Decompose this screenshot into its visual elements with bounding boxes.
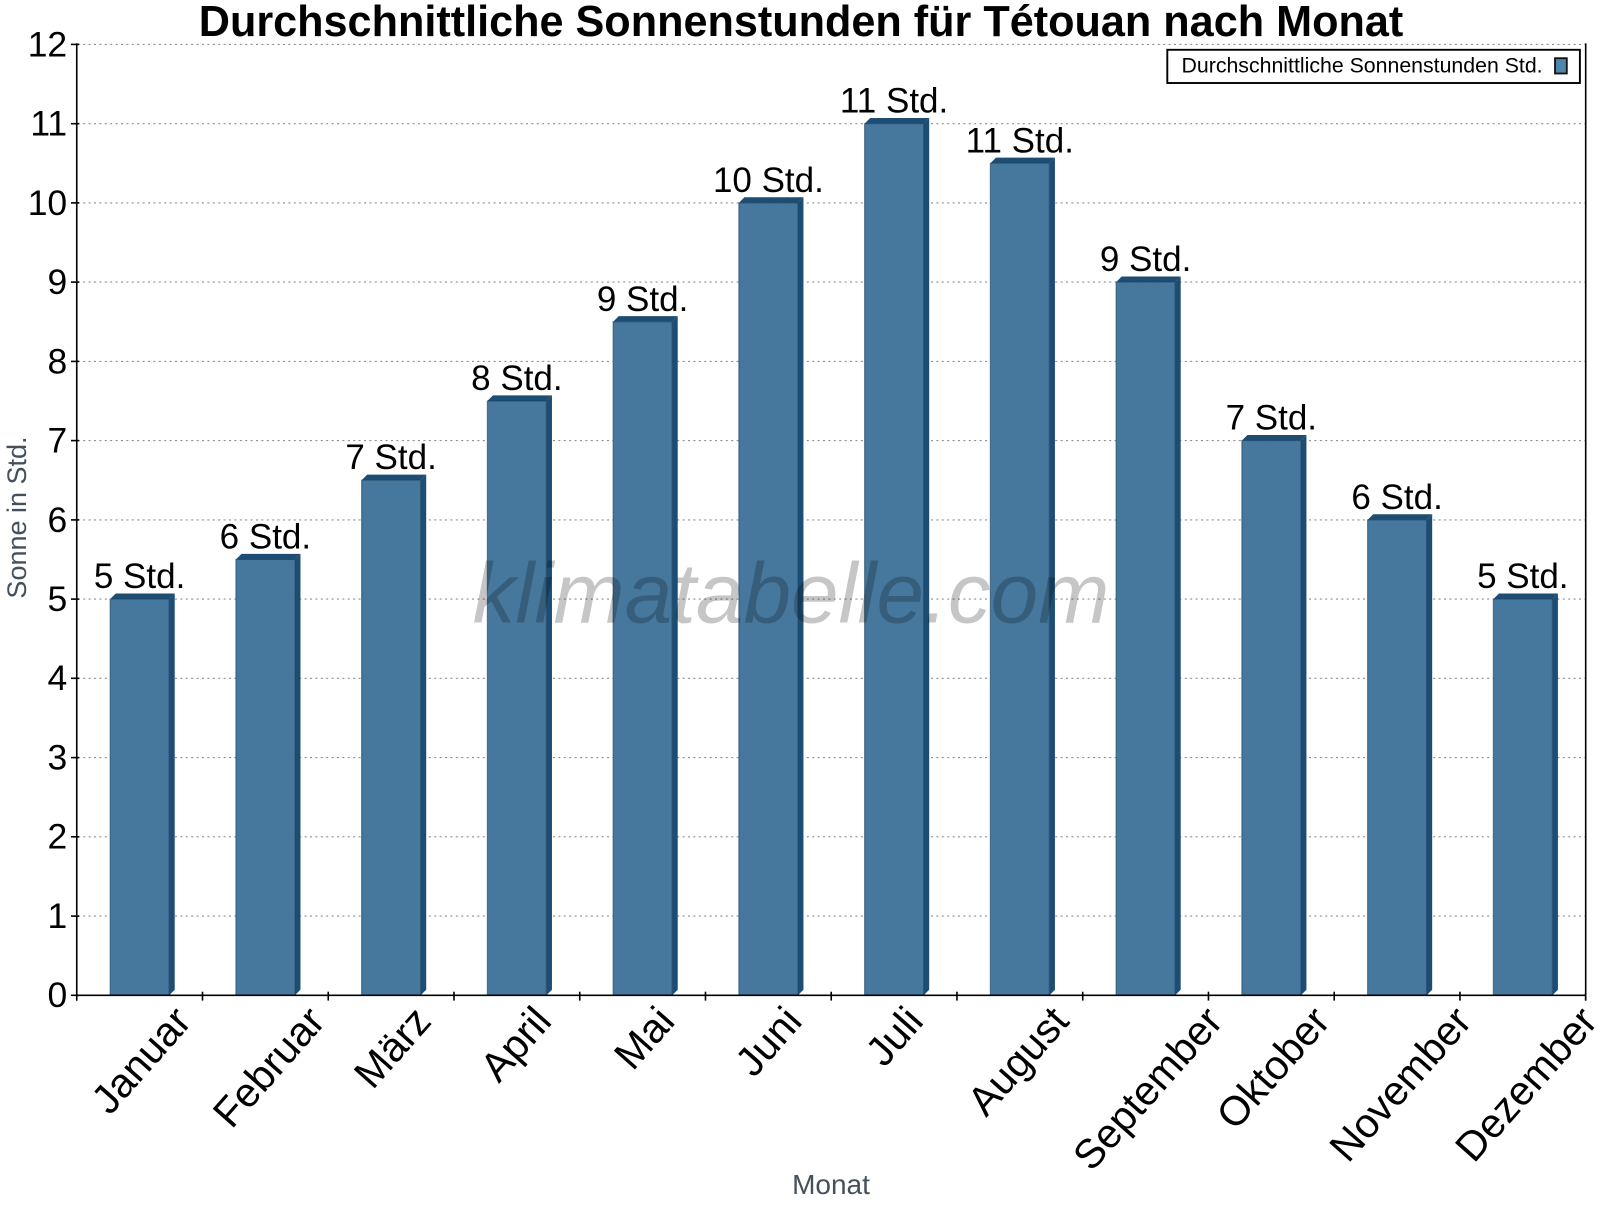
svg-text:Monat: Monat <box>792 1169 870 1200</box>
svg-text:8: 8 <box>47 341 67 381</box>
svg-text:Durchschnittliche Sonnenstunde: Durchschnittliche Sonnenstunden für Této… <box>199 0 1403 46</box>
svg-text:9 Std.: 9 Std. <box>597 280 688 319</box>
svg-text:6 Std.: 6 Std. <box>220 518 311 557</box>
svg-text:11 Std.: 11 Std. <box>840 82 948 121</box>
svg-text:5 Std.: 5 Std. <box>94 557 185 596</box>
svg-text:0: 0 <box>47 975 67 1015</box>
svg-text:5: 5 <box>47 579 67 619</box>
svg-text:9: 9 <box>47 262 67 302</box>
svg-text:6 Std.: 6 Std. <box>1351 478 1442 517</box>
svg-text:11 Std.: 11 Std. <box>966 121 1074 160</box>
svg-text:6: 6 <box>47 500 67 540</box>
svg-text:klimatabelle.com: klimatabelle.com <box>473 547 1110 642</box>
svg-text:11: 11 <box>30 104 67 144</box>
svg-text:7 Std.: 7 Std. <box>345 438 436 477</box>
svg-text:Durchschnittliche Sonnenstunde: Durchschnittliche Sonnenstunden Std. <box>1182 54 1543 78</box>
svg-text:12: 12 <box>28 24 68 64</box>
svg-text:5 Std.: 5 Std. <box>1477 557 1568 596</box>
svg-text:4: 4 <box>47 658 67 698</box>
svg-text:10 Std.: 10 Std. <box>713 161 824 200</box>
svg-text:7 Std.: 7 Std. <box>1226 399 1317 438</box>
svg-text:9 Std.: 9 Std. <box>1100 240 1191 279</box>
svg-text:7: 7 <box>47 421 67 461</box>
svg-text:1: 1 <box>47 896 67 936</box>
svg-text:8 Std.: 8 Std. <box>471 359 562 398</box>
svg-text:Sonne in Std.: Sonne in Std. <box>2 436 32 598</box>
svg-text:3: 3 <box>47 738 67 778</box>
svg-text:2: 2 <box>47 817 67 857</box>
svg-text:10: 10 <box>28 183 68 223</box>
